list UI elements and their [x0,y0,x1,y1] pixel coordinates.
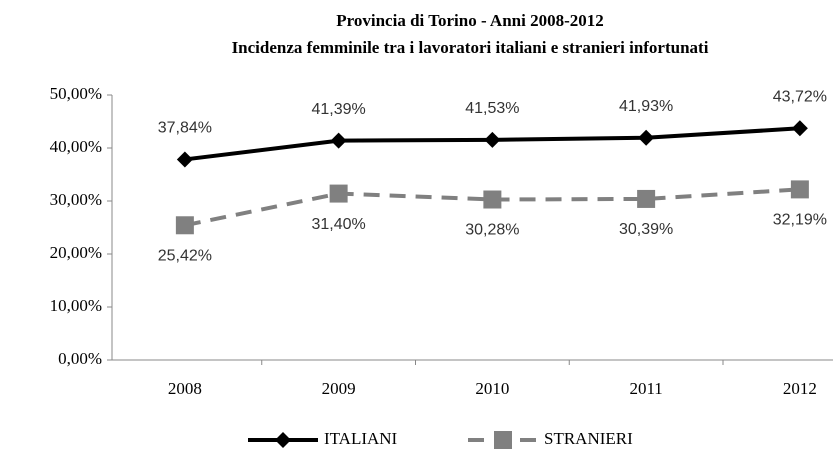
y-tick-label: 0,00% [58,349,102,368]
data-label: 30,39% [619,221,673,238]
legend-label: ITALIANI [324,429,398,448]
marker [791,120,808,137]
marker [484,131,501,148]
y-tick-label: 40,00% [50,137,102,156]
y-tick-label: 30,00% [50,190,102,209]
data-label: 37,84% [158,120,212,137]
marker [329,184,348,203]
series-line [184,187,800,228]
marker [637,189,656,208]
y-tick-label: 20,00% [50,243,102,262]
marker [638,129,655,146]
data-label: 43,72% [773,89,827,106]
marker [176,151,193,168]
data-label: 32,19% [773,212,827,229]
y-tick-label: 10,00% [50,296,102,315]
data-label: 30,28% [465,222,519,239]
data-label: 31,40% [311,216,365,233]
chart-subtitle: Incidenza femminile tra i lavoratori ita… [232,38,709,57]
x-tick-label: 2010 [475,379,509,398]
x-tick-label: 2008 [168,379,202,398]
marker [330,132,347,149]
data-label: 41,93% [619,98,673,115]
x-tick-label: 2012 [783,379,817,398]
marker [790,180,809,199]
chart-title: Provincia di Torino - Anni 2008-2012 [336,11,603,30]
marker [175,216,194,235]
data-label: 41,39% [311,101,365,118]
y-tick-label: 50,00% [50,84,102,103]
marker [275,432,291,448]
data-label: 41,53% [465,100,519,117]
x-tick-label: 2011 [629,379,662,398]
legend-label: STRANIERI [544,429,633,448]
data-label: 25,42% [158,247,212,264]
marker [494,431,512,449]
x-tick-label: 2009 [322,379,356,398]
marker [483,190,502,209]
